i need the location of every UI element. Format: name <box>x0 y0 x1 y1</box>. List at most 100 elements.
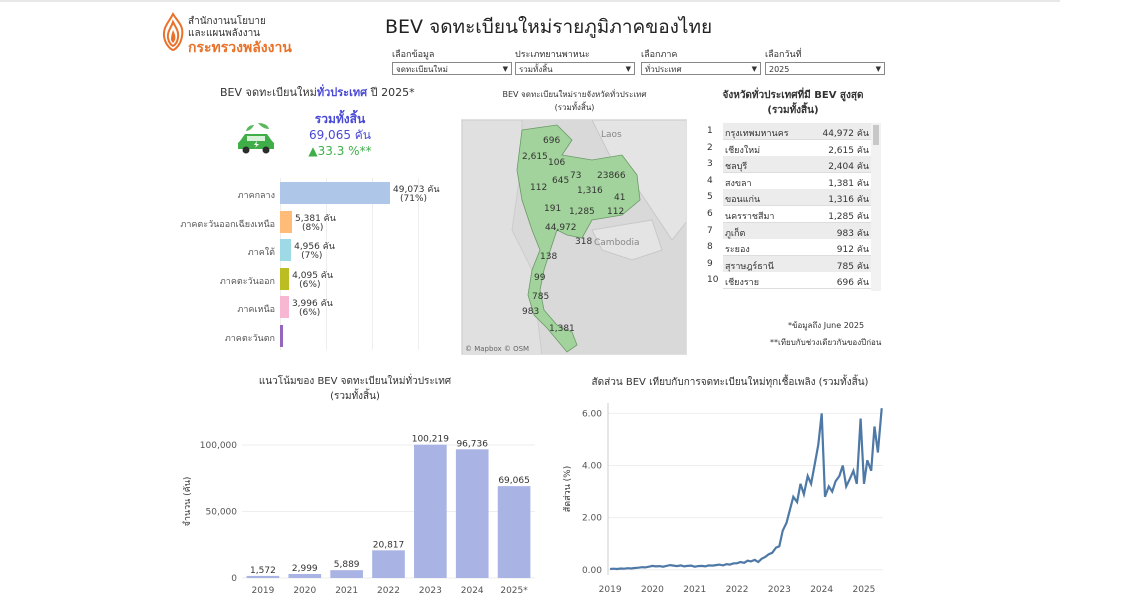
table-row-bg <box>723 172 873 190</box>
table-province: กรุงเทพมหานคร <box>725 129 789 139</box>
map-title: BEV จดทะเบียนใหม่รายจังหวัดทั่วประเทศ (ร… <box>462 88 687 114</box>
map-value: 106 <box>548 158 566 168</box>
table-row[interactable]: 8 ระยอง 912 คัน <box>703 239 883 257</box>
region-title-highlight: ทั่วประเทศ <box>316 86 368 99</box>
share-line-chart: 0.00 2.00 4.00 6.00 2019 2020 2021 2022 2023 2024… <box>563 403 883 595</box>
table-scrollbar-thumb[interactable] <box>873 125 879 145</box>
map-value: 2,615 <box>522 152 548 162</box>
bar[interactable] <box>372 550 405 578</box>
region-value: 49,073 คัน <box>393 185 440 195</box>
table-province: นครราชสีมา <box>725 212 775 222</box>
table-province: เชียงใหม่ <box>725 145 761 156</box>
region-bar[interactable] <box>280 210 293 233</box>
y-tick-label: 0 <box>231 574 237 584</box>
table-row-bg <box>723 139 873 157</box>
filter-select-data[interactable]: จดทะเบียนใหม่ ▼ <box>392 62 512 75</box>
table-rank: 6 <box>707 209 713 219</box>
x-tick-label: 2025 <box>853 585 876 595</box>
growth-indicator: ▲33.3 %** <box>280 144 400 158</box>
filter-select-date[interactable]: 2025 ▼ <box>765 62 885 75</box>
x-tick-label: 2019 <box>599 585 622 595</box>
table-value: 1,381 คัน <box>828 178 869 189</box>
table-rank: 3 <box>707 159 713 170</box>
table-value: 983 คัน <box>836 228 869 239</box>
table-rank: 2 <box>707 142 713 153</box>
table-rank: 10 <box>707 275 719 286</box>
region-name: ภาคตะวันตก <box>224 334 275 344</box>
table-row[interactable]: 6 นครราชสีมา 1,285 คัน <box>703 206 883 223</box>
bar-value-label: 2,999 <box>292 564 318 574</box>
region-bar[interactable] <box>280 325 283 347</box>
filter-value-data: จดทะเบียนใหม่ <box>396 65 448 74</box>
x-tick-label: 2020 <box>641 585 664 595</box>
ev-car-icon <box>238 123 274 154</box>
region-bar[interactable] <box>280 182 390 204</box>
table-row[interactable]: 4 สงขลา 1,381 คัน <box>703 172 883 190</box>
table-row[interactable]: 5 ขอนแก่น 1,316 คัน <box>703 189 883 207</box>
bar[interactable] <box>455 449 489 578</box>
table-row-bg <box>723 239 873 257</box>
map-value: 1,381 <box>549 324 575 334</box>
y-tick-label: 2.00 <box>582 514 602 524</box>
region-bar[interactable] <box>280 239 292 262</box>
filter-select-vehicle[interactable]: รวมทั้งสิ้น ▼ <box>515 62 635 75</box>
filter-label-date: เลือกวันที่ <box>765 50 802 60</box>
map-value: 785 <box>532 292 550 302</box>
growth-arrow-icon: ▲ <box>308 144 318 158</box>
total-label: รวมทั้งสิ้น <box>314 112 366 126</box>
x-tick-label: 2023 <box>768 585 791 595</box>
map-value: 191 <box>544 204 562 214</box>
bar[interactable] <box>414 444 447 578</box>
province-map[interactable]: 696 2,615 106 645 73 23866 112 1,316 41 … <box>461 119 687 355</box>
map-value: 112 <box>530 183 548 193</box>
table-row[interactable]: 3 ชลบุรี 2,404 คัน <box>703 156 883 174</box>
map-attribution[interactable]: © Mapbox © OSM <box>465 345 530 353</box>
top-provinces-title-line2: (รวมทั้งสิ้น) <box>767 105 819 116</box>
table-row[interactable]: 2 เชียงใหม่ 2,615 คัน <box>703 139 883 157</box>
region-value: 5,381 คัน <box>295 213 336 224</box>
region-title-suffix: ปี 2025* <box>367 86 415 99</box>
map-value: 696 <box>543 136 561 146</box>
bar[interactable] <box>288 574 322 578</box>
x-tick-label: 2025* <box>500 586 528 596</box>
bar[interactable] <box>497 486 531 578</box>
table-row[interactable]: 1 กรุงเทพมหานคร 44,972 คัน <box>703 123 883 140</box>
table-row-bg <box>723 189 873 207</box>
share-series-line[interactable] <box>610 408 883 571</box>
bar-value-label: 96,736 <box>456 439 488 449</box>
y-tick-label: 4.00 <box>582 462 602 472</box>
table-row[interactable]: 10 เชียงราย 696 คัน <box>703 272 883 290</box>
region-bar[interactable] <box>280 267 290 290</box>
table-value: 785 คัน <box>836 261 869 272</box>
bar[interactable] <box>330 570 363 578</box>
region-section-title: BEV จดทะเบียนใหม่ทั่วประเทศ ปี 2025* <box>220 83 415 101</box>
table-province: เชียงราย <box>725 278 760 289</box>
table-province: ชลบุรี <box>725 162 748 173</box>
bar[interactable] <box>246 575 280 578</box>
table-rank: 8 <box>707 242 713 253</box>
ministry-logo: สำนักงานนโยบาย และแผนพลังงาน กระทรวงพลัง… <box>160 12 360 56</box>
table-row[interactable]: 9 สุราษฎร์ธานี 785 คัน <box>703 255 883 273</box>
table-row[interactable]: 7 ภูเก็ต 983 คัน <box>703 222 883 240</box>
logo-text-line2: และแผนพลังงาน <box>188 28 261 39</box>
table-rank: 7 <box>707 225 713 236</box>
table-row-bg <box>723 255 873 273</box>
dropdown-arrow-icon: ▼ <box>875 65 881 73</box>
filter-label-data: เลือกข้อมูล <box>392 50 435 60</box>
table-province: ระยอง <box>725 245 750 256</box>
bar-value-label: 100,219 <box>412 435 449 445</box>
y-tick-label: 100,000 <box>200 441 237 451</box>
map-value: 112 <box>607 207 625 217</box>
y-axis-label: สัดส่วน (%) <box>563 466 573 512</box>
region-name: ภาคกลาง <box>237 191 275 201</box>
filter-select-region[interactable]: ทั่วประเทศ ▼ <box>641 62 761 75</box>
filter-value-date: 2025 <box>769 65 790 74</box>
x-tick-label: 2021 <box>683 585 706 595</box>
region-grid-line <box>418 178 419 350</box>
dropdown-arrow-icon: ▼ <box>625 65 631 73</box>
region-percent: (6%) <box>299 279 321 290</box>
table-scrollbar[interactable] <box>871 123 881 291</box>
region-bar[interactable] <box>280 296 289 319</box>
trend-bar-chart: 0 50,000 100,000 1,572 2019 2,999 2020 5,889 202… <box>182 435 535 596</box>
map-label-cambodia: Cambodia <box>594 238 640 248</box>
